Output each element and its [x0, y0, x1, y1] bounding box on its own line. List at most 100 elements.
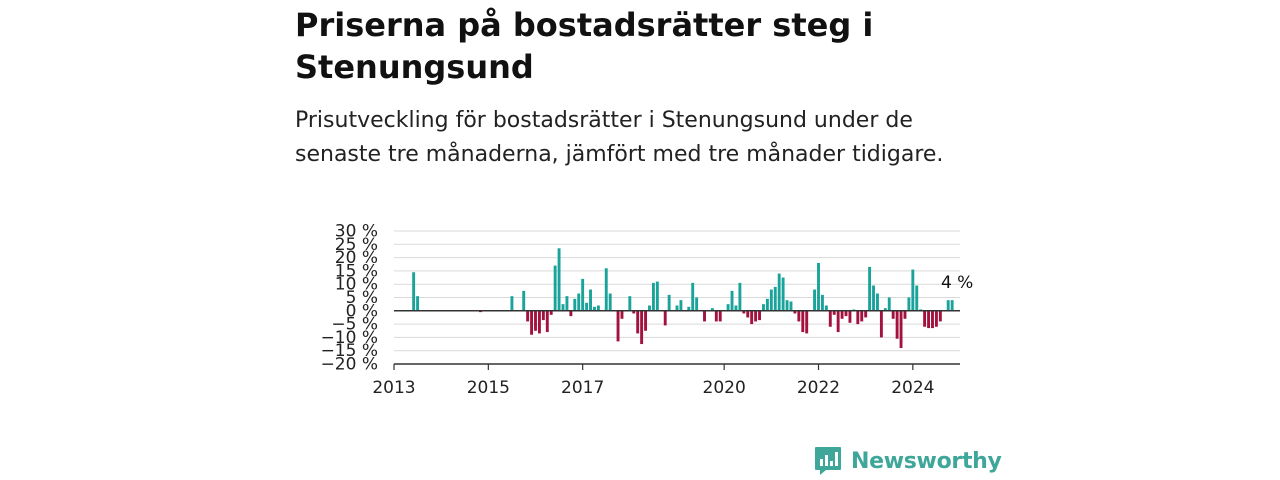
bar [891, 310, 895, 319]
bar [553, 265, 557, 311]
bar [416, 296, 420, 311]
bar [679, 300, 683, 311]
bar [785, 300, 789, 311]
bar [899, 310, 903, 349]
bar [632, 310, 636, 314]
bar [844, 310, 848, 317]
bar [616, 310, 620, 342]
bar [781, 277, 785, 311]
bar [667, 294, 671, 311]
bar [931, 310, 934, 329]
bar-chart: 30 %25 %20 %15 %10 %5 %0 %−5 %−10 %−15 %… [321, 222, 974, 399]
bar [569, 310, 573, 317]
bar [577, 293, 581, 311]
bar [824, 305, 828, 311]
bar [714, 310, 718, 322]
bar [620, 310, 624, 319]
bar [687, 306, 691, 311]
y-tick-label: 20 % [335, 248, 378, 268]
y-tick-label: −5 % [331, 315, 378, 335]
bar [734, 305, 738, 311]
bar [691, 282, 695, 311]
bar [938, 310, 942, 322]
bar [828, 310, 832, 327]
bar [923, 310, 927, 327]
bar [883, 308, 887, 311]
bar [510, 296, 514, 311]
bar [765, 298, 769, 311]
chart-title: Priserna på bostadsrätter steg i Stenung… [295, 6, 874, 86]
bar [860, 310, 864, 322]
bar [950, 300, 954, 311]
bar [820, 294, 824, 311]
bar [762, 304, 765, 311]
bar [710, 308, 714, 311]
bar [832, 310, 836, 315]
bar [651, 282, 655, 311]
bar [840, 310, 844, 319]
bar [640, 310, 644, 345]
bar [836, 310, 840, 333]
bar [663, 310, 667, 326]
bar [848, 310, 852, 323]
bar [530, 310, 534, 335]
bar [895, 310, 899, 339]
bar [526, 310, 530, 322]
bar [596, 305, 600, 311]
y-tick-label: 10 % [335, 275, 378, 295]
bar [545, 310, 549, 333]
bars [412, 248, 954, 349]
bar [628, 296, 632, 311]
bar [746, 310, 750, 318]
bar [561, 304, 565, 311]
brand-name: Newsworthy [851, 448, 1002, 474]
bar [789, 301, 793, 311]
x-tick-label: 2024 [891, 378, 934, 398]
bar [754, 310, 758, 322]
bar [655, 281, 659, 311]
bar [946, 300, 950, 311]
bar [868, 266, 872, 311]
y-tick-label: 30 % [335, 222, 378, 242]
y-tick-label: 15 % [335, 261, 378, 281]
bar [573, 298, 577, 311]
bar [695, 297, 699, 311]
bar [703, 310, 706, 322]
bar [773, 286, 777, 311]
bar [805, 310, 809, 334]
bar [730, 290, 734, 311]
bar [856, 310, 860, 325]
bar [927, 310, 931, 329]
bar [604, 268, 608, 311]
bar [777, 273, 781, 311]
y-axis-tick-labels: 30 %25 %20 %15 %10 %5 %0 %−5 %−10 %−15 %… [321, 222, 378, 375]
bar [522, 290, 526, 311]
bar [608, 293, 612, 311]
bar [872, 285, 875, 311]
gridlines [394, 230, 960, 365]
bar [879, 310, 883, 338]
y-tick-label: −20 % [321, 355, 378, 375]
bar [549, 310, 553, 315]
x-tick-label: 2020 [703, 378, 746, 398]
x-tick-label: 2017 [561, 378, 604, 398]
bar [581, 278, 585, 311]
bar [718, 310, 722, 322]
bar-chart-speech-bubble-icon [815, 447, 841, 475]
bar [801, 310, 805, 333]
bar [537, 310, 541, 334]
bar [534, 310, 537, 331]
bar [636, 310, 640, 334]
x-axis-ticks: 2013 2015 2017 2020 2022 2024 [372, 364, 934, 398]
bar [557, 248, 561, 311]
bar [887, 297, 891, 311]
bar [817, 262, 820, 311]
bar [541, 310, 545, 321]
bar [585, 302, 589, 311]
bar [876, 293, 879, 311]
y-tick-label: 0 % [346, 301, 378, 321]
bar [911, 269, 915, 311]
x-tick-label: 2015 [467, 378, 510, 398]
bar [903, 310, 907, 319]
bar [644, 310, 648, 331]
